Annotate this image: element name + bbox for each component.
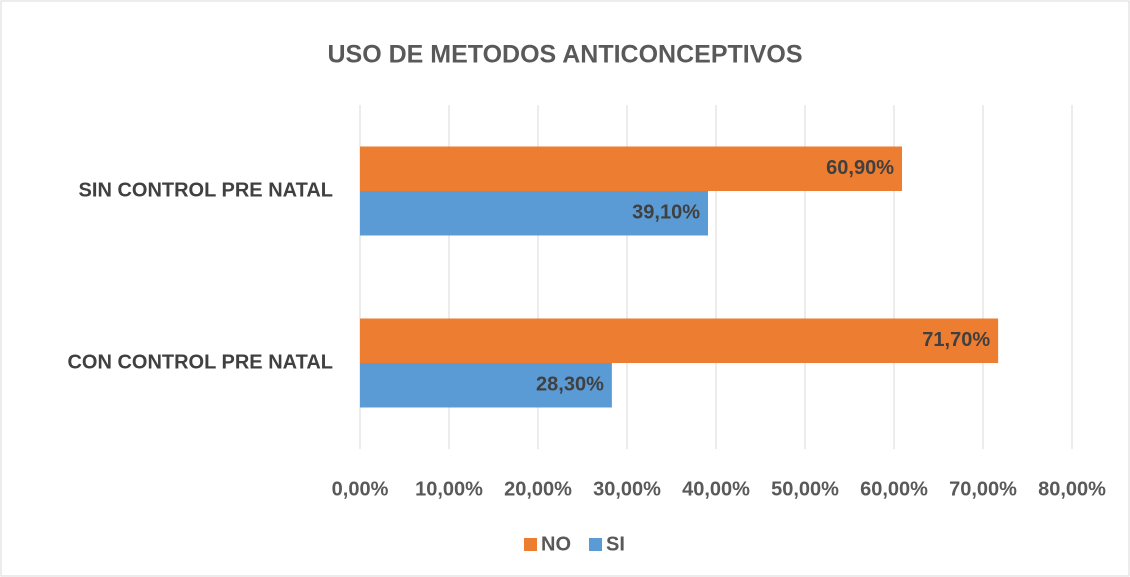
data-label: 60,90% <box>826 157 894 179</box>
data-label: 28,30% <box>536 374 604 396</box>
bar <box>360 318 999 363</box>
x-tick-label: 30,00% <box>593 478 661 500</box>
legend-swatch <box>589 538 602 551</box>
bar <box>360 363 612 408</box>
legend-swatch <box>524 538 537 551</box>
data-label: 39,10% <box>632 202 700 224</box>
x-tick-label: 50,00% <box>771 478 839 500</box>
x-tick-label: 0,00% <box>332 478 389 500</box>
legend-label: SI <box>606 533 625 555</box>
x-tick-label: 80,00% <box>1038 478 1106 500</box>
x-tick-label: 60,00% <box>860 478 928 500</box>
x-tick-label: 10,00% <box>415 478 483 500</box>
bar <box>360 146 903 191</box>
data-label: 71,70% <box>922 329 990 351</box>
bar <box>360 191 708 236</box>
y-tick-label: CON CONTROL PRE NATAL <box>67 351 333 373</box>
legend-label: NO <box>541 533 571 555</box>
chart-title: USO DE METODOS ANTICONCEPTIVOS <box>327 41 802 69</box>
y-tick-label: SIN CONTROL PRE NATAL <box>79 179 333 201</box>
x-tick-label: 20,00% <box>504 478 572 500</box>
x-tick-label: 70,00% <box>949 478 1017 500</box>
x-tick-label: 40,00% <box>682 478 750 500</box>
